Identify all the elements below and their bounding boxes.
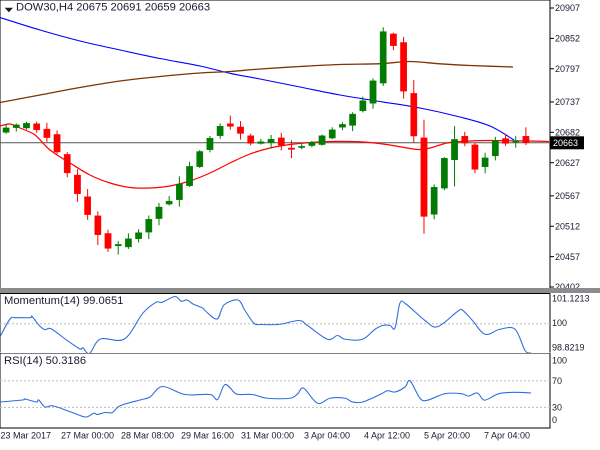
svg-text:20682: 20682 [555, 128, 580, 138]
svg-text:20457: 20457 [555, 252, 580, 262]
svg-text:7 Apr 04:00: 7 Apr 04:00 [484, 431, 530, 441]
svg-text:20797: 20797 [555, 64, 580, 74]
svg-text:0: 0 [552, 415, 557, 425]
svg-text:29 Mar 16:00: 29 Mar 16:00 [181, 431, 234, 441]
svg-text:98.8219: 98.8219 [552, 343, 585, 353]
svg-text:31 Mar 00:00: 31 Mar 00:00 [241, 431, 294, 441]
svg-text:20627: 20627 [555, 158, 580, 168]
svg-text:RSI(14) 50.3186: RSI(14) 50.3186 [4, 355, 86, 367]
svg-text:20567: 20567 [555, 191, 580, 201]
svg-text:70: 70 [552, 376, 562, 386]
svg-text:5 Apr 20:00: 5 Apr 20:00 [424, 431, 470, 441]
svg-text:DOW30,H4 20675 20691 20659 20: DOW30,H4 20675 20691 20659 20663 [16, 2, 210, 14]
svg-text:20907: 20907 [555, 3, 580, 13]
svg-text:27 Mar 00:00: 27 Mar 00:00 [61, 431, 114, 441]
svg-text:20852: 20852 [555, 34, 580, 44]
svg-text:100: 100 [552, 318, 567, 328]
svg-text:23 Mar 2017: 23 Mar 2017 [1, 431, 52, 441]
svg-text:20737: 20737 [555, 97, 580, 107]
svg-text:Momentum(14) 99.0651: Momentum(14) 99.0651 [4, 295, 123, 307]
svg-text:28 Mar 08:00: 28 Mar 08:00 [121, 431, 174, 441]
svg-text:20512: 20512 [555, 221, 580, 231]
svg-text:4 Apr 12:00: 4 Apr 12:00 [364, 431, 410, 441]
svg-text:101.1213: 101.1213 [552, 294, 590, 304]
svg-text:20663: 20663 [553, 138, 578, 148]
svg-text:3 Apr 04:00: 3 Apr 04:00 [304, 431, 350, 441]
svg-text:30: 30 [552, 403, 562, 413]
svg-text:100: 100 [552, 356, 567, 366]
